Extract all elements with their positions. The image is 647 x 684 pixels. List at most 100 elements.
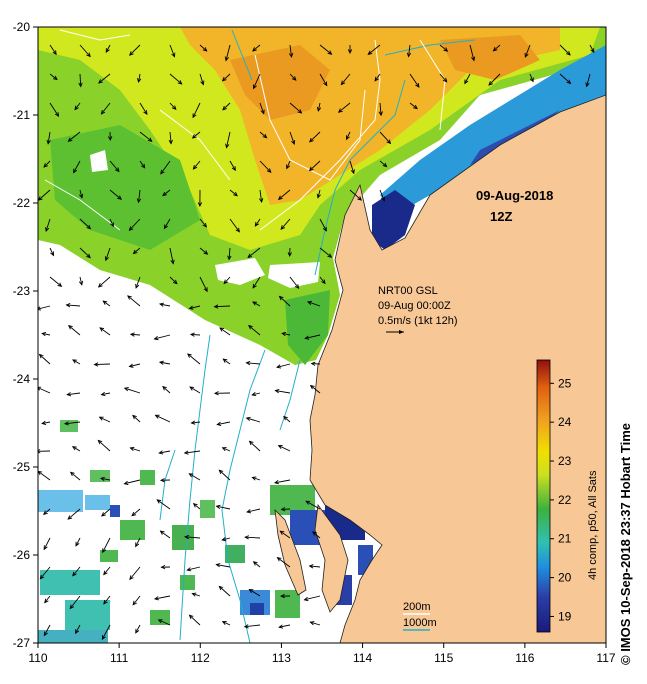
current-vector: [39, 566, 51, 580]
current-vector: [162, 189, 171, 196]
current-vector-head: [54, 112, 60, 117]
current-vector: [94, 363, 111, 366]
current-vector-head: [67, 515, 73, 520]
current-vector: [159, 450, 171, 454]
colorbar-tick-label: 22: [558, 493, 572, 507]
current-vector: [245, 536, 261, 539]
current-vector: [319, 218, 327, 232]
cloud-gap-1: [215, 258, 265, 285]
current-vector: [109, 218, 114, 227]
contour-legend-200m: 200m: [403, 601, 431, 613]
colorbar-tick-label: 23: [558, 454, 572, 468]
current-vector-head: [129, 575, 134, 581]
current-vector-head: [43, 631, 48, 637]
current-vector: [160, 160, 171, 175]
current-vector: [252, 476, 261, 481]
current-vector: [124, 387, 141, 394]
current-vector-head: [132, 249, 138, 255]
current-vector: [216, 564, 231, 568]
current-vector: [283, 416, 291, 423]
peron-peninsula: [314, 503, 349, 613]
y-tick-label: -25: [13, 460, 31, 474]
y-tick-label: -21: [13, 108, 31, 122]
current-vector-head: [221, 76, 227, 82]
current-vector-head: [189, 386, 195, 391]
current-vector-head: [108, 136, 113, 142]
current-vector: [127, 295, 141, 307]
current-vector-head: [86, 253, 91, 259]
current-vector-head: [86, 224, 92, 230]
current-vector: [304, 595, 321, 601]
current-vector: [246, 362, 261, 365]
current-vector: [374, 73, 381, 81]
colorbar-tick-label: 19: [558, 609, 572, 623]
current-vector-head: [44, 598, 49, 604]
current-vector-head: [259, 198, 264, 204]
current-vector-head: [135, 628, 140, 634]
current-vector-head: [294, 284, 300, 289]
current-vector: [286, 160, 291, 169]
x-tick-label: 116: [515, 651, 534, 665]
current-vector-head: [171, 52, 176, 58]
current-vector: [189, 473, 201, 481]
current-vector-head: [188, 614, 194, 620]
current-vector-head: [225, 143, 230, 149]
current-vector-head: [100, 109, 106, 115]
cloud-gap-3: [90, 150, 108, 172]
current-vector: [379, 189, 385, 201]
current-vector: [280, 218, 291, 230]
current-vector: [310, 621, 321, 626]
current-vector-head: [288, 52, 294, 58]
x-tick-label: 112: [191, 651, 210, 665]
current-vector-head: [135, 542, 140, 548]
current-vector-head: [38, 306, 42, 311]
x-tick-label: 113: [272, 651, 291, 665]
current-vector-head: [98, 416, 104, 421]
current-vector-head: [129, 51, 134, 56]
current-vector: [586, 73, 591, 87]
current-vector-head: [135, 283, 140, 289]
current-vector: [228, 247, 231, 260]
current-vector-head: [321, 279, 326, 285]
current-vector-head: [277, 445, 283, 449]
current-vector-head: [191, 592, 197, 597]
current-vector: [589, 44, 595, 53]
current-vector: [158, 619, 171, 626]
current-vector-head: [246, 509, 252, 514]
current-vector: [124, 479, 141, 485]
current-vector-head: [78, 82, 83, 88]
current-vector-head: [280, 225, 286, 230]
current-vector: [68, 325, 81, 336]
current-vector-head: [38, 353, 44, 359]
current-vector: [73, 160, 81, 173]
current-vector-head: [192, 164, 198, 170]
current-vector-head: [309, 621, 315, 626]
current-vector: [367, 44, 381, 55]
current-vector-head: [378, 111, 383, 117]
current-vector-head: [143, 110, 148, 116]
current-vector: [219, 586, 231, 597]
current-vector: [259, 131, 267, 139]
current-vector-head: [252, 561, 258, 566]
current-vector-head: [158, 302, 164, 307]
current-vector: [349, 160, 355, 174]
current-vector-head: [215, 563, 221, 568]
current-vector: [38, 470, 51, 481]
current-vector-head: [192, 503, 198, 508]
current-vector-head: [171, 105, 177, 111]
current-vector: [49, 44, 57, 55]
sst-dark-orange-region-2: [440, 35, 540, 80]
current-vector-head: [306, 300, 312, 305]
current-vector: [138, 189, 141, 203]
current-vector-head: [99, 327, 105, 332]
current-vector: [100, 477, 111, 481]
current-vector: [43, 508, 51, 515]
current-vector-head: [86, 52, 91, 58]
current-vector-head: [310, 361, 316, 366]
current-vector-head: [278, 295, 284, 301]
current-vector: [252, 392, 261, 396]
current-vector: [222, 447, 231, 452]
current-vector: [249, 440, 261, 452]
current-vector: [169, 131, 172, 144]
current-vector-head: [137, 77, 142, 83]
